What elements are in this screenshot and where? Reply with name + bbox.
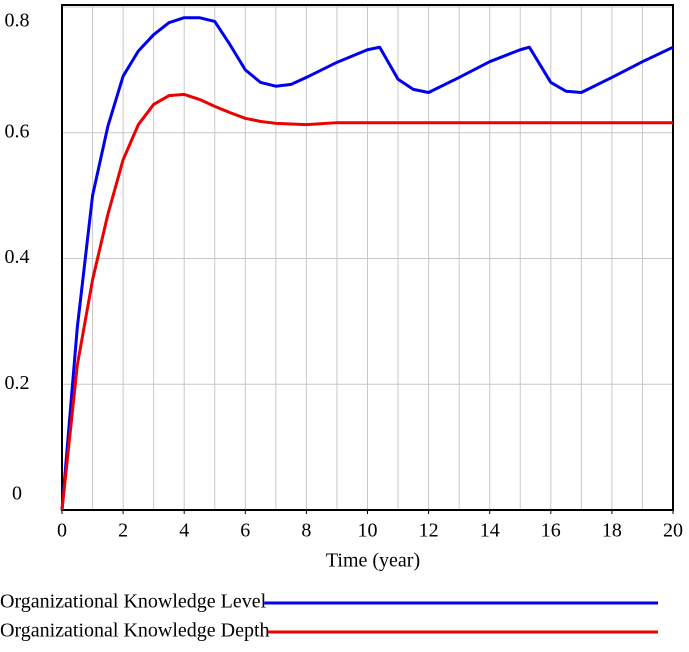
x-tick-label: 4 bbox=[179, 520, 189, 542]
legend-label: Organizational Knowledge Depth bbox=[0, 620, 270, 642]
x-tick-label: 18 bbox=[602, 520, 622, 542]
plot-frame bbox=[61, 4, 674, 511]
y-tick-label: 0.6 bbox=[5, 120, 30, 142]
x-tick-label: 8 bbox=[301, 520, 311, 542]
x-tick-label: 2 bbox=[118, 520, 128, 542]
legend-label: Organizational Knowledge Level bbox=[0, 591, 267, 613]
x-tick-label: 16 bbox=[541, 520, 561, 542]
x-tick-label: 14 bbox=[480, 520, 500, 542]
x-tick-label: 12 bbox=[419, 520, 439, 542]
x-tick-label: 10 bbox=[358, 520, 378, 542]
y-tick-label: 0.4 bbox=[5, 246, 30, 268]
x-tick-label: 6 bbox=[240, 520, 250, 542]
x-tick-label: 20 bbox=[663, 520, 683, 542]
y-tick-label: 0.2 bbox=[5, 372, 30, 394]
x-axis-label: Time (year) bbox=[326, 550, 420, 572]
x-tick-label: 0 bbox=[57, 520, 67, 542]
y-tick-label: 0.8 bbox=[5, 10, 30, 32]
series-line bbox=[60, 92, 673, 511]
y-tick-label: 0 bbox=[12, 483, 22, 505]
series-line bbox=[60, 16, 674, 511]
